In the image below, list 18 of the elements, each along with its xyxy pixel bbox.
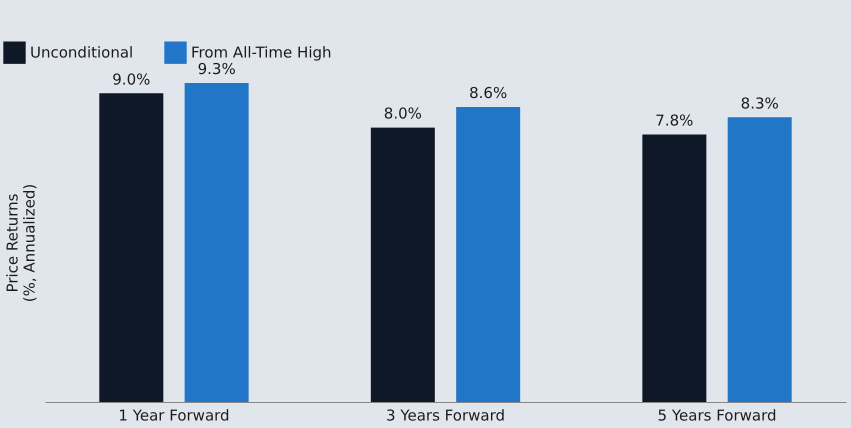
bar: [728, 117, 792, 402]
bar: [642, 134, 706, 402]
legend-label: Unconditional: [30, 44, 134, 62]
data-label: 9.3%: [198, 60, 236, 78]
legend-label: From All-Time High: [191, 44, 332, 62]
x-tick-label: 3 Years Forward: [386, 406, 505, 424]
data-label: 8.6%: [469, 84, 508, 102]
data-label: 9.0%: [112, 70, 150, 88]
y-axis-title: Price Returns (%, Annualized): [4, 184, 38, 302]
data-label: 8.0%: [384, 104, 422, 123]
x-tick-label: 1 Year Forward: [118, 406, 230, 424]
bar: [370, 128, 435, 402]
x-tick-label: 5 Years Forward: [658, 406, 777, 424]
bar: [184, 83, 249, 402]
data-label: 7.8%: [655, 111, 694, 130]
bar: [456, 107, 520, 402]
bar: [99, 93, 164, 402]
data-label: 8.3%: [740, 94, 779, 112]
